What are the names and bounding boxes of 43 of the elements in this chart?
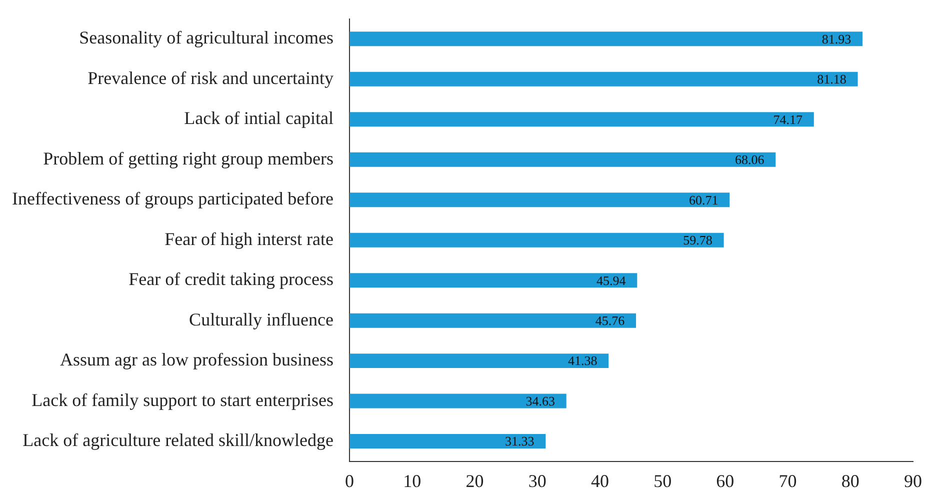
y-tick-label: Problem of getting right group members [43, 148, 334, 168]
y-tick-label: Seasonality of agricultural incomes [79, 28, 334, 48]
y-tick-label: Lack of family support to start enterprises [32, 390, 334, 410]
data-label: 81.18 [817, 72, 846, 87]
x-tick-label: 70 [778, 470, 797, 491]
bar [350, 72, 858, 86]
x-tick-label: 30 [528, 470, 546, 491]
y-tick-label: Fear of high interst rate [164, 228, 334, 249]
x-tick-label: 0 [345, 470, 354, 491]
y-tick-label: Culturally influence [189, 309, 334, 330]
data-label: 41.38 [568, 353, 598, 368]
data-label: 60.71 [688, 192, 718, 208]
y-tick-label: Lack of intial capital [184, 108, 334, 128]
bar [350, 112, 814, 127]
bar [350, 313, 636, 328]
data-label: 68.06 [735, 152, 765, 168]
x-tick-label: 10 [403, 470, 422, 491]
y-tick-label: Ineffectiveness of groups participated before [12, 188, 334, 209]
bar [350, 434, 546, 449]
y-tick-label: Assum agr as low profession business [60, 350, 334, 370]
y-tick-label: Lack of agriculture related skill/knowledge [22, 430, 334, 450]
bar [350, 152, 776, 167]
data-label: 59.78 [683, 232, 712, 248]
bar [350, 192, 730, 208]
x-tick-label: 50 [654, 470, 672, 491]
bar [350, 273, 638, 288]
bar [350, 354, 609, 368]
x-tick-label: 20 [466, 470, 484, 491]
data-label: 31.33 [505, 434, 534, 449]
x-tick-label: 40 [590, 470, 609, 491]
data-label: 45.94 [596, 272, 626, 288]
data-label: 34.63 [526, 393, 555, 408]
x-tick-label: 60 [716, 470, 734, 491]
y-tick-label: Prevalence of risk and uncertainty [88, 68, 334, 88]
x-tick-label: 90 [904, 470, 922, 491]
y-tick-label: Fear of credit taking process [128, 269, 334, 290]
data-label: 74.17 [773, 112, 804, 127]
bar [350, 394, 566, 408]
data-label: 45.76 [595, 312, 626, 328]
x-tick-label: 80 [841, 470, 860, 491]
bar [350, 32, 862, 46]
bar [350, 232, 724, 248]
data-label: 81.93 [822, 31, 852, 46]
